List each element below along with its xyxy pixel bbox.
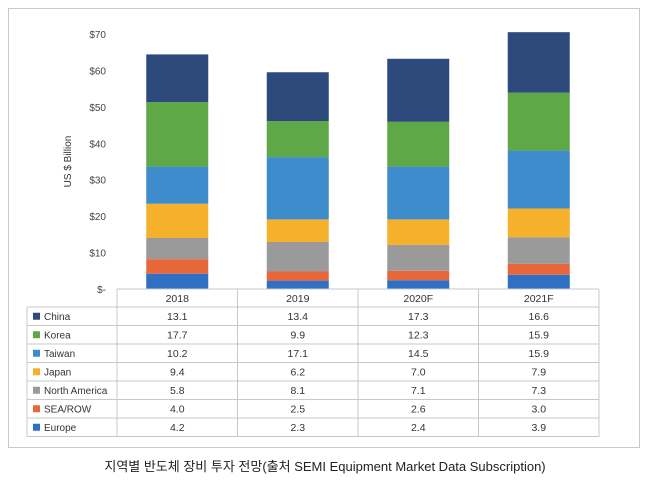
legend-label-china: China (44, 312, 71, 323)
legend-swatch-japan (33, 368, 40, 376)
bar-north-america-2018 (146, 238, 209, 260)
bar-europe-2019 (266, 280, 329, 289)
bar-north-america-2019 (266, 242, 329, 272)
stacked-bar-chart: $- $10 $20 $30 $40 $50 $60 $70 US $ Billion 2018 2… (26, 30, 600, 437)
table-value-taiwan-2018: 10.2 (167, 348, 188, 360)
y-tick-label: $30 (89, 176, 106, 187)
y-tick-label: $10 (89, 249, 106, 260)
bar-china-2018 (146, 54, 209, 103)
table-value-europe-2018: 4.2 (170, 422, 185, 434)
table-value-japan-2021f: 7.9 (531, 366, 546, 378)
table-value-europe-2020f: 2.4 (411, 422, 426, 434)
table-value-japan-2019: 6.2 (290, 366, 305, 378)
legend-swatch-china (33, 312, 40, 320)
table-value-china-2021f: 16.6 (529, 311, 550, 323)
bar-japan-2020f (387, 219, 450, 245)
bar-taiwan-2021f (507, 150, 570, 209)
bar-europe-2021f (507, 274, 570, 289)
bar-korea-2018 (146, 102, 209, 167)
y-axis-title: US $ Billion (63, 136, 74, 188)
legend-label-taiwan: Taiwan (44, 349, 75, 360)
y-tick-label: $- (97, 285, 106, 296)
bar-taiwan-2018 (146, 166, 209, 204)
bar-sea-row-2019 (266, 271, 329, 281)
chart-caption: 지역별 반도체 장비 투자 전망(출처 SEMI Equipment Marke… (104, 459, 546, 474)
table-value-korea-2019: 9.9 (290, 329, 305, 341)
legend-swatch-sea-row (33, 405, 40, 413)
x-category-label: 2021F (524, 293, 554, 305)
bar-korea-2021f (507, 92, 570, 151)
legend-label-korea: Korea (44, 330, 71, 341)
table-value-europe-2019: 2.3 (290, 422, 305, 434)
bar-europe-2020f (387, 280, 450, 289)
bar-japan-2019 (266, 219, 329, 243)
bar-north-america-2020f (387, 244, 450, 271)
bar-korea-2020f (387, 121, 450, 167)
table-value-sea-row-2018: 4.0 (170, 403, 185, 415)
table-value-korea-2021f: 15.9 (529, 329, 550, 341)
table-value-taiwan-2020f: 14.5 (408, 348, 429, 360)
legend-swatch-taiwan (33, 349, 40, 357)
table-value-japan-2020f: 7.0 (411, 366, 426, 378)
bar-china-2020f (387, 58, 450, 122)
bar-sea-row-2018 (146, 259, 209, 274)
table-value-europe-2021f: 3.9 (531, 422, 546, 434)
table-value-taiwan-2021f: 15.9 (529, 348, 550, 360)
table-value-north-america-2019: 8.1 (290, 385, 305, 397)
table-value-japan-2018: 9.4 (170, 366, 185, 378)
table-value-taiwan-2019: 17.1 (288, 348, 309, 360)
table-value-north-america-2018: 5.8 (170, 385, 185, 397)
y-tick-label: $40 (89, 139, 106, 150)
table-value-north-america-2020f: 7.1 (411, 385, 426, 397)
y-tick-label: $50 (89, 103, 106, 114)
chart-frame: $- $10 $20 $30 $40 $50 $60 $70 US $ Billion 2018 2… (8, 8, 640, 448)
table-value-korea-2018: 17.7 (167, 329, 188, 341)
bar-japan-2021f (507, 208, 570, 238)
legend-label-japan: Japan (44, 367, 71, 378)
x-category-label: 2019 (286, 293, 310, 305)
legend-swatch-north-america (33, 386, 40, 394)
table-value-sea-row-2021f: 3.0 (531, 403, 546, 415)
bar-sea-row-2020f (387, 270, 450, 281)
bar-sea-row-2021f (507, 263, 570, 275)
legend-label-europe: Europe (44, 423, 77, 434)
bar-taiwan-2020f (387, 166, 450, 220)
bar-north-america-2021f (507, 237, 570, 264)
x-category-label: 2018 (166, 293, 190, 305)
legend-swatch-europe (33, 423, 40, 431)
bar-china-2021f (507, 32, 570, 93)
bar-europe-2018 (146, 273, 209, 289)
table-value-china-2020f: 17.3 (408, 311, 429, 323)
legend-label-sea-row: SEA/ROW (44, 404, 92, 415)
legend-label-north-america: North America (44, 386, 108, 397)
y-tick-label: $60 (89, 66, 106, 77)
legend-swatch-korea (33, 331, 40, 339)
table-value-north-america-2021f: 7.3 (531, 385, 546, 397)
table-value-china-2018: 13.1 (167, 311, 188, 323)
table-value-sea-row-2019: 2.5 (290, 403, 305, 415)
table-value-china-2019: 13.4 (288, 311, 309, 323)
table-value-sea-row-2020f: 2.6 (411, 403, 426, 415)
bar-korea-2019 (266, 121, 329, 158)
table-value-korea-2020f: 12.3 (408, 329, 429, 341)
bar-taiwan-2019 (266, 157, 329, 220)
y-tick-label: $20 (89, 212, 106, 223)
bar-japan-2018 (146, 203, 209, 238)
bar-china-2019 (266, 72, 329, 122)
y-tick-label: $70 (89, 30, 106, 41)
x-category-label: 2020F (403, 293, 433, 305)
